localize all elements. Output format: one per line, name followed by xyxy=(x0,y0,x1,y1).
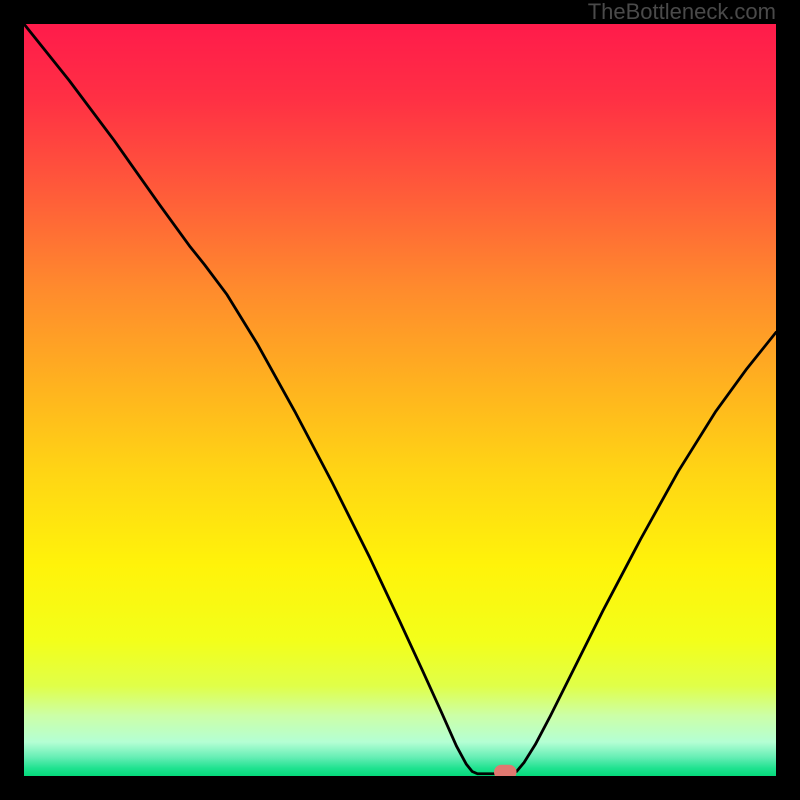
watermark-text: TheBottleneck.com xyxy=(588,0,776,24)
chart-frame: TheBottleneck.com xyxy=(0,0,800,800)
plot-area xyxy=(24,24,776,776)
optimal-marker xyxy=(24,24,776,776)
